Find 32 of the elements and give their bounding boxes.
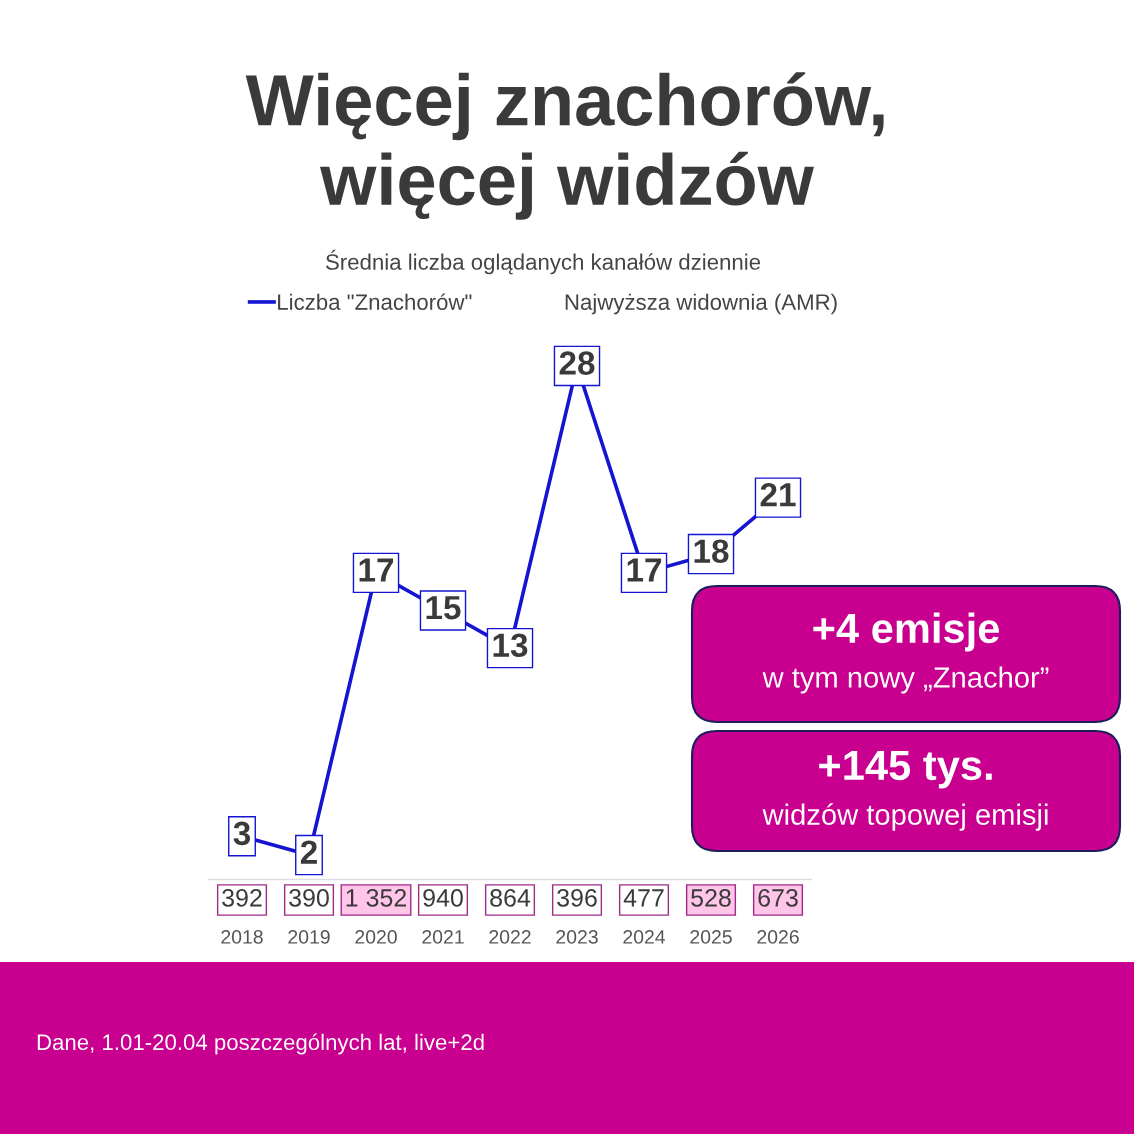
data-label: 13 bbox=[493, 633, 528, 658]
data-label: 1 352 bbox=[346, 889, 407, 907]
x-tick-label: 2023 bbox=[556, 930, 598, 944]
annotation: +4 emisje w tym nowy „Znachor” bbox=[762, 612, 1049, 694]
x-tick-label: 2020 bbox=[355, 930, 397, 944]
data-label: 28 bbox=[559, 351, 595, 375]
data-label: 17 bbox=[627, 558, 662, 582]
x-tick-label: 2026 bbox=[757, 930, 799, 944]
x-tick-label: 2025 bbox=[690, 930, 732, 944]
data-label: 392 bbox=[222, 889, 262, 907]
data-label: 477 bbox=[623, 889, 664, 907]
data-label: 15 bbox=[426, 596, 461, 620]
data-label: 390 bbox=[289, 889, 329, 907]
x-tick-label: 2021 bbox=[422, 930, 464, 944]
x-tick-label: 2024 bbox=[623, 930, 666, 944]
data-label: 673 bbox=[758, 889, 798, 907]
text: Dane, 1.01-20.04 poszczególnych lat, live+2d bbox=[37, 1033, 484, 1055]
chart-subtitle: Średnia liczba oglądanych kanałów dziennie bbox=[325, 249, 761, 275]
legend-label: Liczba "Znachorów" bbox=[278, 293, 472, 310]
text: Najwyższa widownia (AMR) bbox=[565, 293, 837, 315]
data-label: 17 bbox=[359, 558, 394, 582]
x-tick-label: 2022 bbox=[489, 930, 531, 944]
data-label: 21 bbox=[760, 482, 796, 507]
data-label: 18 bbox=[694, 539, 729, 564]
data-label: 528 bbox=[691, 889, 731, 907]
chart-title: Więcej znachorów, więcej widzów bbox=[245, 72, 884, 220]
annotation: +145 tys. widzów topowej emisji bbox=[762, 751, 1048, 831]
data-label: 396 bbox=[557, 889, 597, 907]
data-label: 940 bbox=[423, 889, 463, 907]
x-tick-label: 2018 bbox=[221, 930, 263, 944]
data-label: 864 bbox=[490, 889, 531, 907]
x-tick-label: 2019 bbox=[288, 930, 330, 944]
